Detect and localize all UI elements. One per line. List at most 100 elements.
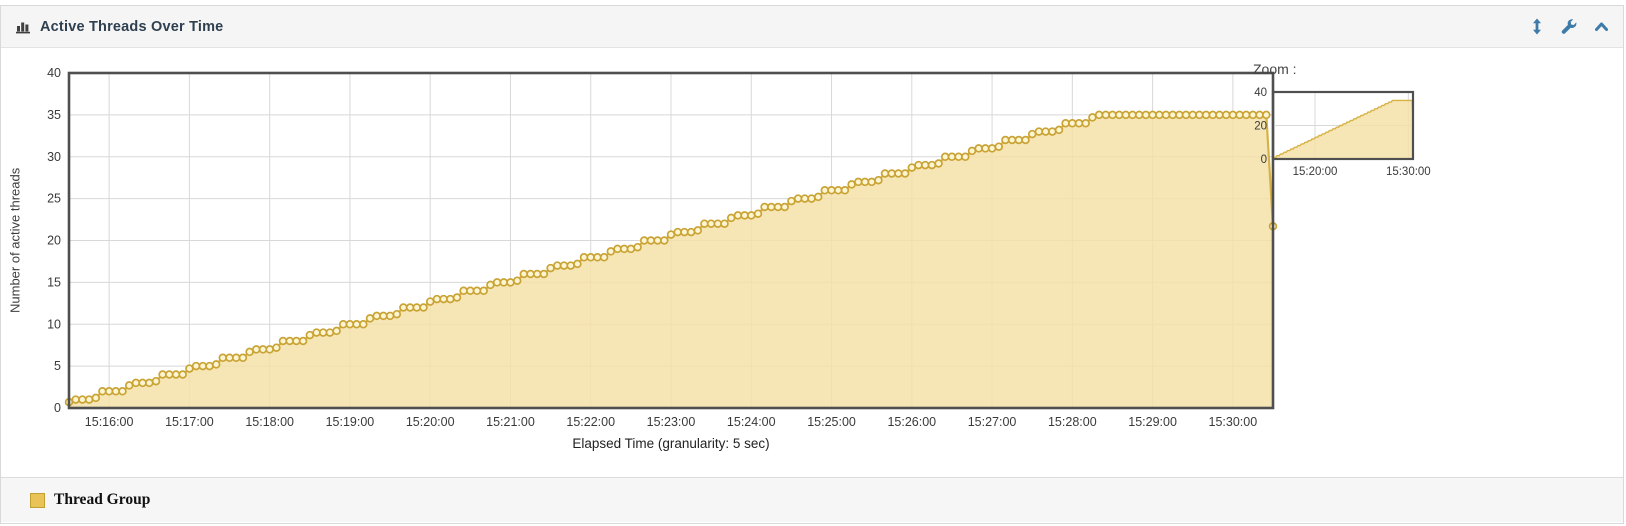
data-point-marker xyxy=(673,227,682,237)
data-point-marker xyxy=(285,336,294,346)
data-point-marker xyxy=(593,253,602,262)
data-point-marker xyxy=(981,144,990,153)
data-point-marker xyxy=(539,269,549,279)
data-point-marker xyxy=(352,320,361,329)
data-point-marker xyxy=(1027,129,1037,139)
data-point-marker xyxy=(492,278,502,287)
data-point-marker xyxy=(1007,135,1017,145)
data-point-marker xyxy=(880,169,890,178)
wrench-icon[interactable] xyxy=(1561,18,1577,35)
data-point-marker xyxy=(693,226,703,235)
data-point-marker xyxy=(512,276,522,285)
data-point-marker xyxy=(827,186,836,195)
data-point-marker xyxy=(874,175,883,185)
data-point-marker xyxy=(211,360,221,369)
data-point-marker xyxy=(345,320,355,329)
data-point-marker xyxy=(747,211,756,220)
data-point-marker xyxy=(867,177,876,187)
y-tick-label: 20 xyxy=(1254,121,1267,133)
data-point-marker xyxy=(787,196,796,206)
y-tick-label: 35 xyxy=(47,108,61,122)
y-tick-label: 40 xyxy=(47,66,61,80)
legend-item-thread-group[interactable]: Thread Group xyxy=(30,491,150,509)
data-point-marker xyxy=(1081,119,1090,128)
data-point-marker xyxy=(686,227,696,237)
data-point-marker xyxy=(265,345,274,354)
data-point-marker xyxy=(479,286,488,296)
data-point-marker xyxy=(854,177,863,187)
x-tick-label: 15:21:00 xyxy=(486,415,535,429)
x-tick-label: 15:28:00 xyxy=(1048,415,1097,429)
data-point-marker xyxy=(773,202,783,212)
bar-chart-icon xyxy=(15,19,32,34)
data-point-marker xyxy=(305,330,315,340)
data-point-marker xyxy=(359,320,368,329)
data-point-marker xyxy=(526,269,535,279)
x-tick-label: 15:30:00 xyxy=(1209,415,1258,429)
data-point-marker xyxy=(820,186,830,195)
main-chart[interactable]: 0 5 10 15 20 25 30 35 40 15:16:00 15:17:00 15:18:00… xyxy=(1,49,1301,469)
data-point-marker xyxy=(1262,110,1271,120)
data-point-marker xyxy=(726,213,736,223)
data-point-marker xyxy=(847,180,856,189)
data-point-marker xyxy=(566,261,575,270)
data-point-marker xyxy=(961,152,970,162)
data-point-marker xyxy=(1215,110,1224,120)
header-actions xyxy=(1530,18,1609,35)
series-line xyxy=(1272,99,1414,159)
x-tick-label: 15:20:00 xyxy=(1293,166,1338,178)
data-point-marker xyxy=(318,328,328,337)
data-point-marker xyxy=(425,297,435,306)
data-point-marker xyxy=(138,378,147,388)
data-point-marker xyxy=(1155,110,1164,120)
data-point-marker xyxy=(553,261,562,270)
data-point-marker xyxy=(292,336,301,346)
data-point-marker xyxy=(753,209,763,218)
data-point-marker xyxy=(800,194,810,203)
chart-area: Number of active threads 0 5 10 15 20 25 30 35 4… xyxy=(1,49,1623,477)
zoom-panel: Zoom : 0 20 40 15:20:00 15:30:00 xyxy=(1249,61,1485,197)
data-point-marker xyxy=(225,353,234,363)
x-tick-label: 15:24:00 xyxy=(727,415,776,429)
data-point-marker xyxy=(252,345,261,354)
x-tick-label: 15:17:00 xyxy=(165,415,214,429)
data-point-marker xyxy=(920,160,930,170)
data-point-marker xyxy=(1021,135,1030,145)
data-point-marker xyxy=(1001,135,1010,145)
y-tick-label: 40 xyxy=(1254,87,1267,99)
data-point-marker xyxy=(158,370,167,379)
data-point-marker xyxy=(733,211,743,220)
x-tick-label: 15:30:00 xyxy=(1386,166,1431,178)
data-point-marker xyxy=(218,353,228,363)
data-point-marker xyxy=(446,294,455,304)
data-point-marker xyxy=(385,311,395,321)
data-point-marker xyxy=(666,230,676,239)
data-point-marker xyxy=(452,293,462,302)
data-point-marker xyxy=(399,303,408,312)
resize-vertical-icon[interactable] xyxy=(1530,18,1544,35)
data-point-marker xyxy=(934,159,943,168)
data-point-marker xyxy=(165,370,174,379)
data-point-marker xyxy=(1094,110,1104,120)
data-point-marker xyxy=(191,361,201,371)
data-point-marker xyxy=(613,244,622,254)
data-point-marker xyxy=(432,294,442,304)
data-point-marker xyxy=(1221,110,1231,120)
data-point-marker xyxy=(1208,110,1218,120)
data-point-marker xyxy=(91,393,101,403)
overview-chart[interactable]: 0 20 40 15:20:00 15:30:00 xyxy=(1249,80,1485,192)
data-point-marker xyxy=(459,286,468,296)
data-point-marker xyxy=(131,378,141,388)
data-point-marker xyxy=(954,152,963,162)
data-point-marker xyxy=(974,144,983,153)
data-point-marker xyxy=(713,219,723,228)
data-point-marker xyxy=(559,261,569,270)
x-tick-label: 15:25:00 xyxy=(807,415,856,429)
y-tick-label: 15 xyxy=(47,275,61,289)
data-point-marker xyxy=(405,303,415,312)
data-point-marker xyxy=(258,345,268,354)
legend-label: Thread Group xyxy=(54,491,151,508)
chevron-up-icon[interactable] xyxy=(1594,21,1609,32)
data-point-marker xyxy=(927,160,937,170)
data-point-marker xyxy=(1034,127,1044,136)
